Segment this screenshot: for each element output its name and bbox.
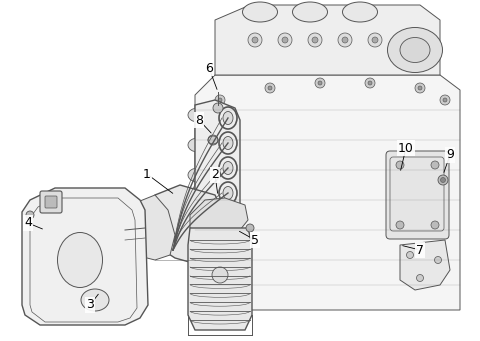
Ellipse shape: [223, 162, 233, 175]
Ellipse shape: [188, 198, 208, 212]
Circle shape: [342, 37, 348, 43]
Ellipse shape: [58, 233, 103, 287]
Text: 6: 6: [205, 61, 213, 74]
Text: 2: 2: [211, 168, 219, 181]
Circle shape: [431, 221, 439, 229]
Polygon shape: [195, 100, 240, 225]
Ellipse shape: [387, 28, 443, 73]
Ellipse shape: [81, 289, 109, 311]
Circle shape: [396, 221, 404, 229]
Circle shape: [252, 37, 258, 43]
Circle shape: [434, 256, 442, 264]
Circle shape: [218, 98, 222, 102]
Text: 9: 9: [446, 148, 454, 162]
FancyBboxPatch shape: [40, 191, 62, 213]
Ellipse shape: [223, 136, 233, 149]
Polygon shape: [215, 5, 440, 75]
Circle shape: [368, 33, 382, 47]
Circle shape: [318, 81, 322, 85]
FancyBboxPatch shape: [45, 196, 57, 208]
Circle shape: [438, 175, 448, 185]
Text: 1: 1: [143, 167, 151, 180]
Circle shape: [278, 33, 292, 47]
Circle shape: [212, 267, 228, 283]
Text: 5: 5: [251, 234, 259, 247]
Ellipse shape: [292, 2, 327, 22]
Circle shape: [396, 161, 404, 169]
Polygon shape: [195, 75, 460, 310]
Circle shape: [443, 98, 447, 102]
Polygon shape: [188, 228, 252, 330]
Circle shape: [338, 33, 352, 47]
Text: 3: 3: [86, 298, 94, 311]
Circle shape: [215, 95, 225, 105]
Ellipse shape: [188, 108, 208, 122]
Circle shape: [26, 211, 34, 219]
Polygon shape: [400, 240, 450, 290]
Polygon shape: [148, 185, 230, 265]
Circle shape: [265, 83, 275, 93]
Ellipse shape: [188, 168, 208, 182]
Ellipse shape: [188, 138, 208, 152]
Circle shape: [246, 224, 254, 232]
Circle shape: [440, 95, 450, 105]
FancyBboxPatch shape: [386, 151, 449, 239]
Circle shape: [418, 86, 422, 90]
Polygon shape: [22, 188, 148, 325]
Circle shape: [368, 81, 372, 85]
Circle shape: [407, 252, 413, 258]
Circle shape: [417, 275, 423, 282]
Circle shape: [415, 83, 425, 93]
Circle shape: [208, 135, 218, 145]
Circle shape: [365, 78, 375, 88]
Text: 8: 8: [195, 114, 203, 127]
Polygon shape: [190, 198, 248, 232]
Ellipse shape: [223, 112, 233, 124]
Ellipse shape: [242, 2, 277, 22]
Text: 7: 7: [416, 243, 424, 256]
Ellipse shape: [223, 187, 233, 199]
Text: 4: 4: [24, 217, 32, 229]
Circle shape: [268, 86, 272, 90]
Circle shape: [213, 103, 223, 113]
Circle shape: [248, 33, 262, 47]
Circle shape: [372, 37, 378, 43]
Polygon shape: [125, 195, 175, 260]
Ellipse shape: [343, 2, 377, 22]
Circle shape: [441, 178, 445, 182]
Ellipse shape: [400, 38, 430, 62]
Circle shape: [308, 33, 322, 47]
Circle shape: [315, 78, 325, 88]
Text: 10: 10: [398, 142, 414, 154]
Circle shape: [431, 161, 439, 169]
Circle shape: [312, 37, 318, 43]
Circle shape: [282, 37, 288, 43]
